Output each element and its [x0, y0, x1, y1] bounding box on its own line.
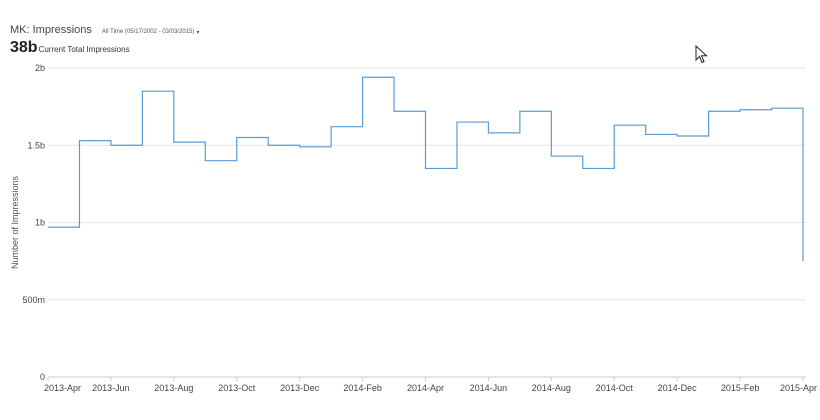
x-tick-label: 2014-Oct [596, 383, 634, 393]
x-tick-label: 2013-Jun [92, 383, 130, 393]
x-tick-label: 2013-Aug [154, 383, 193, 393]
total-impressions-value: 38b [10, 39, 38, 56]
x-tick-label: 2013-Apr [44, 383, 81, 393]
date-range-dropdown[interactable]: All Time (05/17/2002 - 03/03/2015) ▾ [102, 29, 199, 36]
x-tick-label: 2013-Dec [280, 383, 320, 393]
x-tick-label: 2015-Apr [780, 383, 817, 393]
x-tick-label: 2014-Apr [407, 383, 444, 393]
y-tick-label: 1b [35, 218, 45, 228]
date-range-label: All Time (05/17/2002 - 03/03/2015) [101, 29, 195, 35]
grid-lines [48, 67, 806, 301]
chart-title: MK: Impressions [10, 24, 92, 36]
x-axis-ticks: 2013-Apr 2013-Jun 2013-Aug 2013-Oct 2013-Dec… [44, 377, 817, 393]
mouse-cursor-icon [695, 45, 708, 64]
total-impressions-label: Current Total Impressions [38, 45, 130, 54]
y-axis-ticks: 0 500m 1b 1.5b 2b [22, 63, 45, 382]
y-tick-label: 0 [40, 372, 45, 382]
y-tick-label: 2b [35, 63, 45, 73]
x-tick-label: 2014-Aug [532, 383, 571, 393]
impressions-series-line [48, 76, 804, 262]
x-tick-label: 2014-Feb [343, 383, 382, 393]
x-tick-label: 2014-Dec [658, 383, 698, 393]
x-tick-label: 2015-Feb [721, 383, 760, 393]
y-tick-label: 500m [22, 295, 45, 305]
y-tick-label: 1.5b [27, 140, 45, 150]
x-tick-label: 2013-Oct [218, 383, 256, 393]
chart-header: MK: Impressions All Time (05/17/2002 - 0… [10, 24, 199, 36]
chevron-down-icon: ▾ [196, 29, 200, 36]
x-tick-label: 2014-Jun [470, 383, 508, 393]
y-axis-title: Number of Impressions [10, 175, 20, 269]
total-summary: 38b Current Total Impressions [10, 39, 130, 57]
